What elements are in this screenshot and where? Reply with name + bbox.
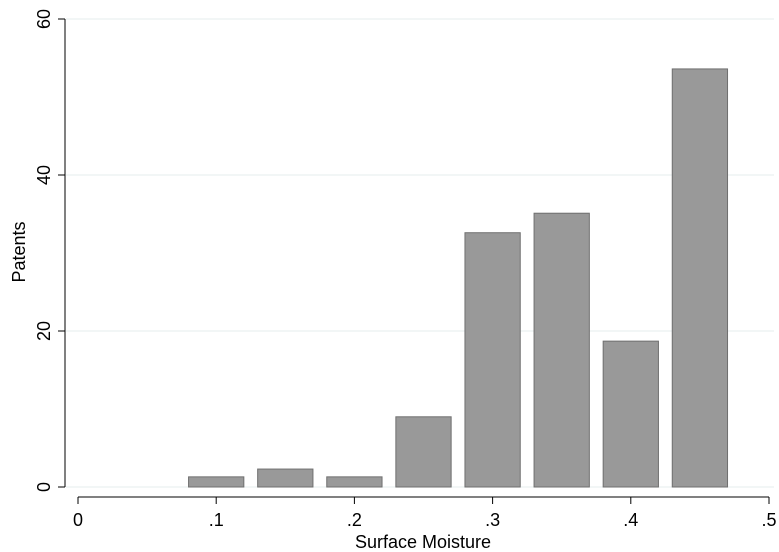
y-tick-label-1: 20 — [34, 321, 54, 341]
y-axis-label: Patents — [9, 221, 29, 282]
y-tick-label-2: 40 — [34, 165, 54, 185]
bar-3 — [395, 416, 452, 488]
bar-7 — [671, 68, 729, 488]
bar-6 — [602, 340, 659, 488]
x-tick-label-5: .5 — [761, 510, 776, 530]
ticks: 0 20 40 60 0 .1 .2 .3 .4 .5 — [34, 9, 777, 530]
bars — [188, 68, 729, 488]
x-tick-label-0: 0 — [73, 510, 83, 530]
bar-4 — [464, 232, 521, 488]
bar-2 — [326, 476, 383, 488]
x-axis-label: Surface Moisture — [355, 532, 491, 552]
x-tick-label-2: .2 — [347, 510, 362, 530]
x-tick-label-1: .1 — [209, 510, 224, 530]
bar-0 — [188, 476, 245, 488]
bar-1 — [257, 468, 314, 488]
y-tick-label-3: 60 — [34, 9, 54, 29]
x-tick-label-4: .4 — [623, 510, 638, 530]
x-tick-label-3: .3 — [485, 510, 500, 530]
axes — [64, 19, 769, 498]
bar-5 — [533, 212, 590, 488]
y-tick-label-0: 0 — [34, 482, 54, 492]
